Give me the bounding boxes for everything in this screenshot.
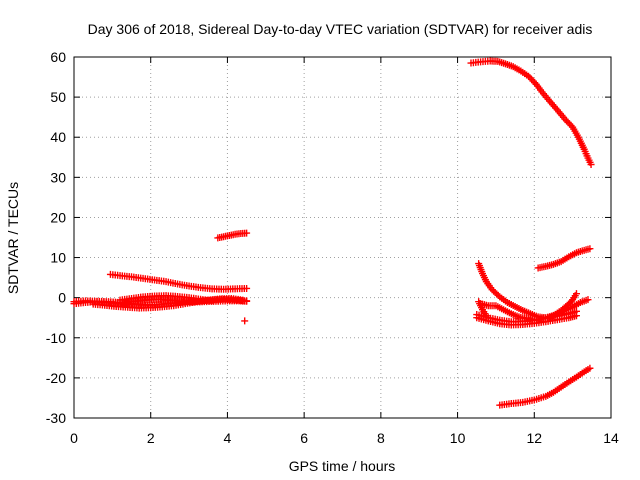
data-point — [586, 364, 594, 372]
series-15 — [475, 298, 490, 320]
data-point — [526, 74, 534, 82]
series-14 — [477, 296, 592, 324]
y-tick-label: 30 — [50, 169, 66, 185]
series-2 — [70, 297, 132, 307]
data-point — [243, 229, 251, 237]
x-tick-label: 14 — [603, 430, 619, 446]
series-4 — [116, 292, 216, 305]
x-tick-labels: 0 2 4 6 8 10 12 14 — [70, 430, 619, 446]
x-tick-label: 10 — [450, 430, 466, 446]
data-point — [586, 245, 594, 253]
y-tick-label: 40 — [50, 129, 66, 145]
data-point — [561, 115, 569, 123]
data-points — [70, 57, 595, 409]
x-tick-label: 6 — [300, 430, 308, 446]
y-axis-label: SDTVAR / TECUs — [5, 182, 21, 294]
x-tick-label: 4 — [224, 430, 232, 446]
data-point — [572, 290, 580, 298]
data-point — [243, 284, 251, 292]
data-point — [563, 117, 571, 125]
y-tick-label: 10 — [50, 250, 66, 266]
chart-title: Day 306 of 2018, Sidereal Day-to-day VTE… — [88, 21, 593, 37]
data-point — [243, 297, 251, 305]
x-tick-label: 12 — [526, 430, 542, 446]
data-point — [567, 122, 575, 130]
y-tick-labels: -30 -20 -10 0 10 20 30 40 50 60 — [46, 49, 66, 426]
data-point — [529, 77, 537, 85]
axis-ticks — [73, 56, 612, 419]
x-axis-label: GPS time / hours — [289, 458, 396, 474]
data-point — [572, 307, 580, 315]
x-tick-label: 0 — [70, 430, 78, 446]
data-point — [525, 72, 533, 80]
data-point — [482, 312, 490, 320]
series-6 — [120, 296, 251, 306]
data-point — [241, 317, 249, 325]
y-tick-label: 50 — [50, 89, 66, 105]
y-tick-label: -20 — [46, 370, 66, 386]
y-tick-label: -10 — [46, 330, 66, 346]
y-tick-label: 0 — [58, 290, 66, 306]
series-5 — [106, 270, 251, 293]
y-tick-label: -30 — [46, 410, 66, 426]
series-9 — [467, 57, 595, 168]
y-tick-label: 60 — [50, 49, 66, 65]
series-8 — [241, 317, 249, 325]
data-point — [584, 296, 592, 304]
y-tick-label: 20 — [50, 209, 66, 225]
series-7 — [214, 229, 251, 242]
data-point — [564, 118, 572, 126]
x-tick-label: 8 — [377, 430, 385, 446]
data-point — [566, 120, 574, 128]
data-point — [531, 79, 539, 87]
grid-lines — [74, 57, 611, 418]
plot-frame — [73, 56, 612, 419]
data-point — [587, 160, 595, 168]
series-10 — [534, 245, 594, 272]
data-point — [528, 75, 536, 83]
x-tick-label: 2 — [147, 430, 155, 446]
series-16 — [496, 364, 594, 409]
